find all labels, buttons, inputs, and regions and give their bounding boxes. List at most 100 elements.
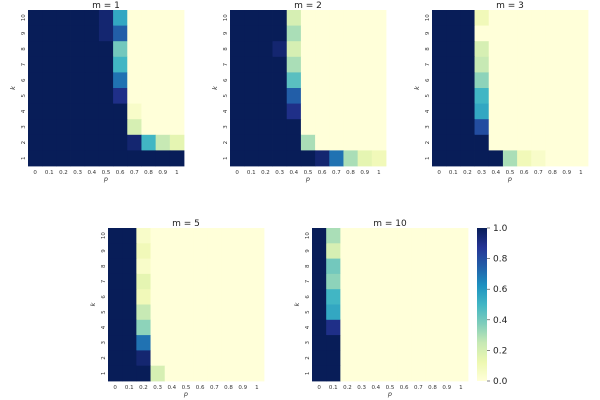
panel-title: m = 10 bbox=[373, 219, 407, 229]
heatmap-cell bbox=[155, 119, 171, 136]
heatmap-cell bbox=[425, 304, 441, 321]
heatmap-cell bbox=[559, 56, 575, 73]
y-tick-label: 9 bbox=[223, 31, 229, 35]
heatmap-cell bbox=[545, 150, 561, 167]
heatmap-cell bbox=[474, 72, 490, 89]
heatmap-cell bbox=[230, 10, 245, 26]
heatmap-cell bbox=[127, 10, 142, 26]
heatmap-cell bbox=[221, 243, 237, 259]
heatmap-cell bbox=[113, 134, 128, 151]
heatmap-cell bbox=[108, 304, 123, 321]
heatmap-cell bbox=[56, 56, 71, 73]
y-tick-label: 5 bbox=[101, 310, 107, 314]
heatmap-cell bbox=[84, 56, 100, 73]
heatmap-cell bbox=[397, 228, 412, 244]
heatmap-cell bbox=[368, 258, 384, 275]
heatmap-cell bbox=[545, 56, 561, 73]
heatmap-cell bbox=[397, 335, 412, 351]
x-axis-label: p bbox=[305, 175, 310, 183]
heatmap-cell bbox=[354, 228, 370, 244]
heatmap-cell bbox=[300, 119, 316, 136]
heatmap-cell bbox=[235, 319, 251, 336]
heatmap-cell bbox=[340, 319, 355, 336]
heatmap-cell bbox=[28, 119, 43, 136]
heatmap-cell bbox=[249, 228, 265, 244]
heatmap-cell bbox=[164, 335, 180, 351]
heatmap-cell bbox=[244, 88, 259, 104]
heatmap-cell bbox=[340, 289, 355, 305]
heatmap-cell bbox=[460, 119, 475, 136]
heatmap-cell bbox=[329, 134, 344, 151]
heatmap-cell bbox=[98, 119, 114, 136]
heatmap-cell bbox=[272, 41, 288, 58]
heatmap-cell bbox=[368, 350, 384, 367]
heatmap-cell bbox=[432, 72, 447, 89]
heatmap-cell bbox=[357, 150, 373, 167]
heatmap-cell bbox=[141, 56, 157, 73]
heatmap-cell bbox=[573, 25, 589, 42]
heatmap-cell bbox=[460, 10, 475, 26]
heatmap-cell bbox=[98, 134, 114, 151]
heatmap-cell bbox=[368, 365, 384, 382]
colorbar-tick-label: 0.0 bbox=[493, 377, 508, 387]
heatmap-cell bbox=[98, 10, 114, 26]
heatmap-cell bbox=[28, 25, 43, 42]
heatmap-cell bbox=[368, 304, 384, 321]
heatmap-cell bbox=[169, 119, 185, 136]
x-tick-label: 0.4 bbox=[289, 170, 298, 176]
heatmap-cell bbox=[312, 350, 327, 367]
y-tick-label: 6 bbox=[223, 78, 229, 82]
heatmap-cell bbox=[84, 25, 100, 42]
heatmap-cell bbox=[488, 41, 504, 58]
heatmap-cell bbox=[155, 103, 171, 120]
heatmap-cell bbox=[42, 119, 57, 136]
heatmap-cell bbox=[141, 134, 157, 151]
heatmap-cell bbox=[343, 41, 359, 58]
heatmap-cell bbox=[244, 25, 259, 42]
heatmap-cell bbox=[517, 25, 532, 42]
heatmap-cell bbox=[272, 72, 288, 89]
heatmap-cell bbox=[235, 273, 251, 290]
heatmap-cell bbox=[371, 25, 387, 42]
y-tick-label: 3 bbox=[21, 125, 27, 129]
heatmap-cell bbox=[312, 289, 327, 305]
heatmap-cell bbox=[28, 72, 43, 89]
heatmap-cell bbox=[315, 25, 330, 42]
heatmap-cell bbox=[425, 228, 441, 244]
heatmap-cell bbox=[136, 319, 151, 336]
x-tick-label: 0.3 bbox=[357, 385, 366, 391]
heatmap-cell bbox=[221, 304, 237, 321]
heatmap-cell bbox=[235, 228, 251, 244]
heatmap-cell bbox=[113, 150, 128, 167]
heatmap-cell bbox=[488, 88, 504, 104]
heatmap-cell bbox=[84, 88, 100, 104]
heatmap-cell bbox=[193, 228, 208, 244]
heatmap-cell bbox=[432, 103, 447, 120]
x-tick-label: 0.8 bbox=[144, 170, 153, 176]
heatmap-cell bbox=[150, 319, 166, 336]
heatmap-cell bbox=[113, 25, 128, 42]
heatmap-cell bbox=[127, 88, 142, 104]
heatmap-cell bbox=[286, 10, 302, 26]
heatmap-cell bbox=[141, 119, 157, 136]
heatmap-cell bbox=[300, 103, 316, 120]
heatmap-cell bbox=[249, 243, 265, 259]
y-axis-label: k bbox=[293, 302, 301, 306]
x-axis-label: p bbox=[103, 175, 108, 183]
heatmap-cell bbox=[122, 335, 137, 351]
heatmap-cell bbox=[207, 273, 222, 290]
heatmap-cell bbox=[354, 335, 370, 351]
heatmap-cell bbox=[286, 41, 302, 58]
x-tick-label: 0.6 bbox=[400, 385, 409, 391]
heatmap-cell bbox=[559, 119, 575, 136]
heatmap-cell bbox=[300, 41, 316, 58]
heatmap-cell bbox=[207, 304, 222, 321]
heatmap-cell bbox=[286, 150, 302, 167]
heatmap-cell bbox=[326, 289, 341, 305]
heatmap-cell bbox=[70, 88, 86, 104]
heatmap-cell bbox=[249, 350, 265, 367]
heatmap-cell bbox=[312, 365, 327, 382]
x-tick-label: 0.1 bbox=[449, 170, 458, 176]
heatmap-cell bbox=[230, 134, 245, 151]
heatmap-cell bbox=[531, 10, 546, 26]
